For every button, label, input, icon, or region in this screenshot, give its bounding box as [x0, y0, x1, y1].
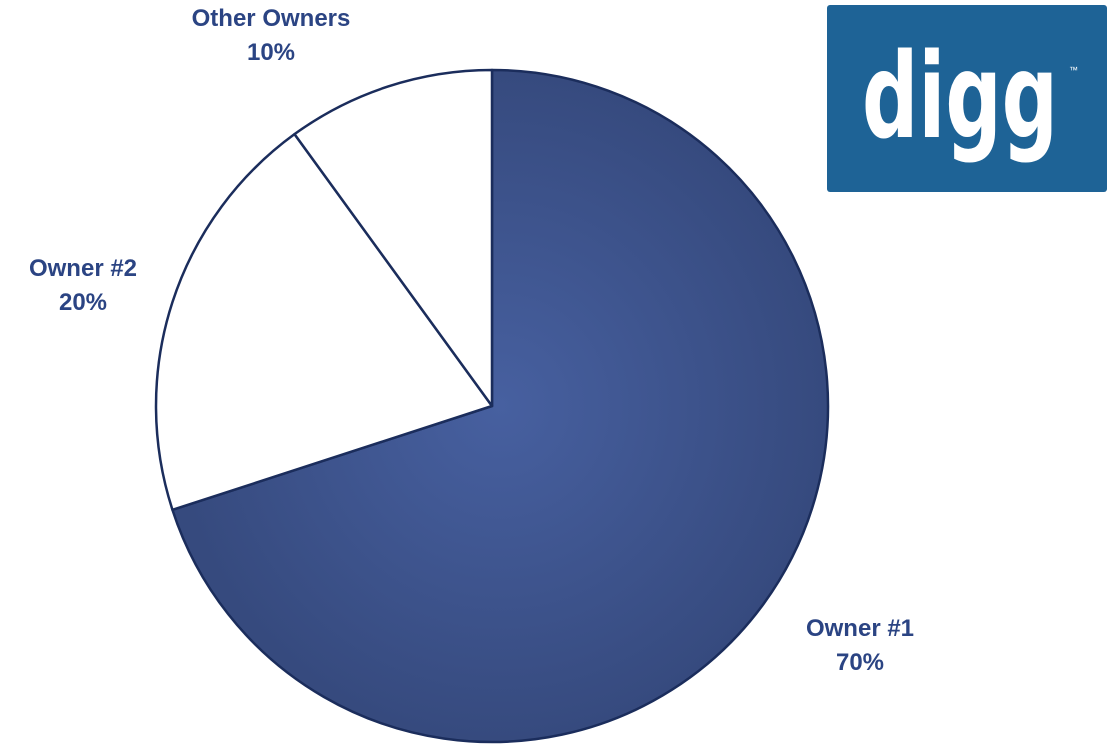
pie-slice-owner-1: [171, 68, 830, 744]
slice-label-value-owner-1: 70%: [836, 649, 884, 676]
pie-slice-other-owners: [293, 68, 494, 408]
slice-label-name-owner-2: Owner #2: [29, 255, 137, 282]
digg-logo-background: [827, 5, 1107, 192]
pie-slice-owner-2: [154, 132, 494, 512]
slice-label-name-other-owners: Other Owners: [192, 5, 351, 32]
pie-labels: Owner #1 70% Owner #2 20% Other Owners 1…: [29, 5, 914, 676]
slice-label-value-other-owners: 10%: [247, 39, 295, 66]
slice-label-name-owner-1: Owner #1: [806, 615, 914, 642]
digg-logo-trademark: ™: [1069, 65, 1078, 75]
pie-slices: [154, 68, 830, 744]
slice-label-value-owner-2: 20%: [59, 289, 107, 316]
digg-logo: digg ™: [827, 5, 1107, 192]
digg-logo-text: digg: [862, 27, 1058, 165]
